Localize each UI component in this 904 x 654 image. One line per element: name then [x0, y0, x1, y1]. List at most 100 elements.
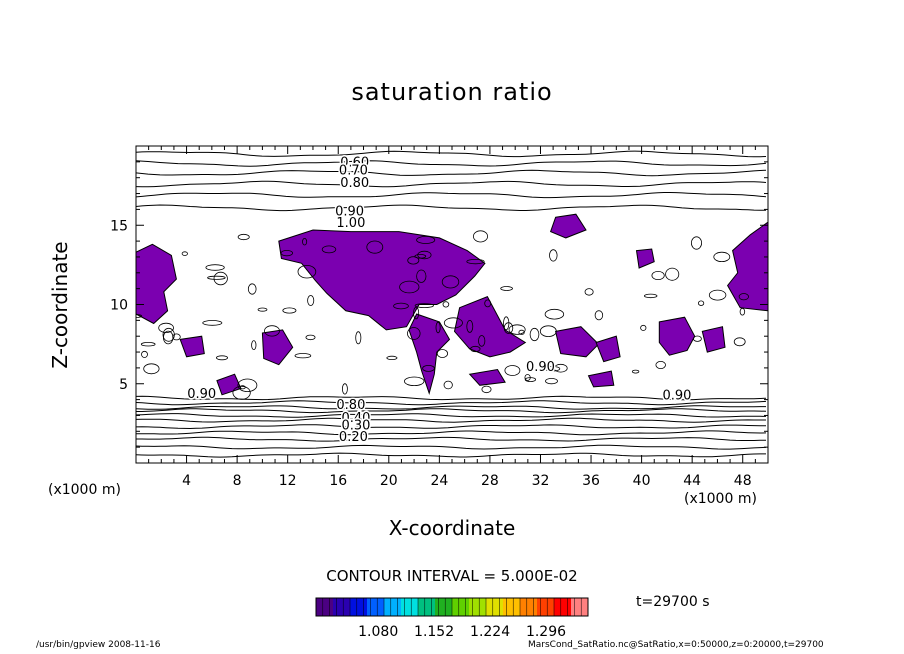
contour-loop — [257, 307, 268, 312]
contour-loop — [416, 269, 427, 283]
contour-label: 0.90 — [663, 389, 692, 404]
contour-loop — [302, 237, 308, 246]
contour-interval-label: CONTOUR INTERVAL = 5.000E-02 — [326, 567, 578, 585]
contour-loop — [162, 330, 174, 345]
contour-loop — [441, 275, 460, 289]
contour-label: 0.30 — [341, 419, 370, 434]
contour-loop — [307, 295, 315, 306]
contour-label: 0.90 — [335, 205, 364, 220]
contour-loop — [472, 230, 488, 243]
contour-loop — [247, 283, 257, 295]
contour-loop — [466, 258, 485, 265]
contour-loop — [294, 353, 312, 359]
contour-loop — [422, 364, 435, 372]
x-tick-label: 44 — [683, 473, 701, 489]
contour-loop — [251, 340, 257, 351]
contour-line — [136, 444, 767, 450]
x-tick-label: 12 — [279, 473, 297, 489]
x-tick-label: 8 — [233, 473, 242, 489]
contour-loop — [386, 355, 398, 360]
region-far-right-low — [701, 326, 726, 353]
contour-loop — [341, 383, 348, 395]
contour-loop — [393, 302, 409, 310]
colorbar-segment — [452, 598, 470, 616]
colorbar-label: 1.296 — [526, 624, 566, 640]
region-left-edge — [136, 243, 177, 325]
contour-loop — [713, 251, 731, 262]
x-tick-label: 32 — [532, 473, 550, 489]
contour-loop — [708, 289, 727, 301]
x-tick-label: 28 — [481, 473, 499, 489]
contour-loop — [655, 360, 666, 369]
y-tick-label: 5 — [119, 377, 128, 393]
contour-loop — [366, 240, 384, 254]
contour-line — [136, 180, 767, 188]
contour-loop — [691, 236, 703, 250]
contour-line — [136, 192, 767, 199]
contour-loop — [738, 293, 749, 301]
contour-loop — [355, 331, 362, 345]
colorbar-segment — [350, 598, 368, 616]
contour-label: 0.90 — [526, 360, 555, 375]
contour-line — [136, 405, 766, 410]
contour-loop — [413, 306, 420, 320]
x-unit-label-right: (x1000 m) — [684, 491, 757, 507]
x-tick-label: 24 — [430, 473, 448, 489]
x-axis-label: X-coordinate — [388, 516, 516, 540]
colorbar-segment — [486, 598, 504, 616]
region-right-top — [549, 213, 587, 239]
contour-line — [136, 424, 766, 430]
colorbar-segment — [401, 598, 419, 616]
colorbar-label: 1.080 — [358, 624, 398, 640]
colorbar-label: 1.152 — [414, 624, 454, 640]
contour-loop — [215, 355, 228, 361]
contour-loop — [140, 342, 156, 347]
colorbar-segment — [316, 598, 334, 616]
contour-loop — [407, 327, 421, 340]
colorbar-segment — [384, 598, 402, 616]
colorbar-segment — [418, 598, 436, 616]
region-right-center — [554, 326, 600, 358]
colorbar-segment — [537, 598, 555, 616]
contour-loop — [435, 321, 441, 334]
colorbar-segment — [520, 598, 538, 616]
contour-loop — [205, 264, 225, 271]
contour-loop — [644, 293, 658, 299]
contour-label: 0.70 — [339, 164, 368, 179]
contour-loop — [518, 329, 525, 335]
contour-loop — [443, 380, 453, 390]
contour-line — [136, 413, 767, 418]
contour-loop — [321, 245, 337, 254]
colorbar-segment — [333, 598, 351, 616]
contour-loop — [280, 250, 294, 257]
contour-loop — [481, 385, 492, 394]
contour-line — [136, 169, 767, 177]
contour-loop — [443, 317, 463, 329]
region-left-low-small — [216, 373, 242, 396]
contour-loop — [693, 335, 702, 342]
contour-line — [136, 400, 767, 406]
contour-loop — [500, 286, 513, 291]
contour-loop — [665, 267, 680, 281]
contour-loop — [631, 369, 640, 374]
contour-line — [136, 204, 767, 212]
colorbar-segment — [435, 598, 453, 616]
contour-loop — [416, 235, 436, 244]
contour-loop — [202, 320, 223, 326]
region-far-right — [726, 221, 768, 312]
contour-loop — [739, 307, 746, 316]
contour-label: 1.00 — [336, 216, 365, 231]
contour-line — [136, 417, 766, 423]
contour-loop — [207, 275, 226, 280]
contour-label: 0.60 — [340, 156, 369, 171]
colorbar-label: 1.224 — [470, 624, 510, 640]
contour-loop — [232, 385, 251, 400]
contour-loop — [697, 300, 705, 306]
chart-title: saturation ratio — [351, 78, 553, 106]
contour-line — [136, 150, 767, 158]
contour-loop — [158, 322, 174, 333]
contour-loop — [237, 378, 258, 393]
contour-loop — [470, 345, 481, 353]
contour-loop — [264, 325, 280, 337]
